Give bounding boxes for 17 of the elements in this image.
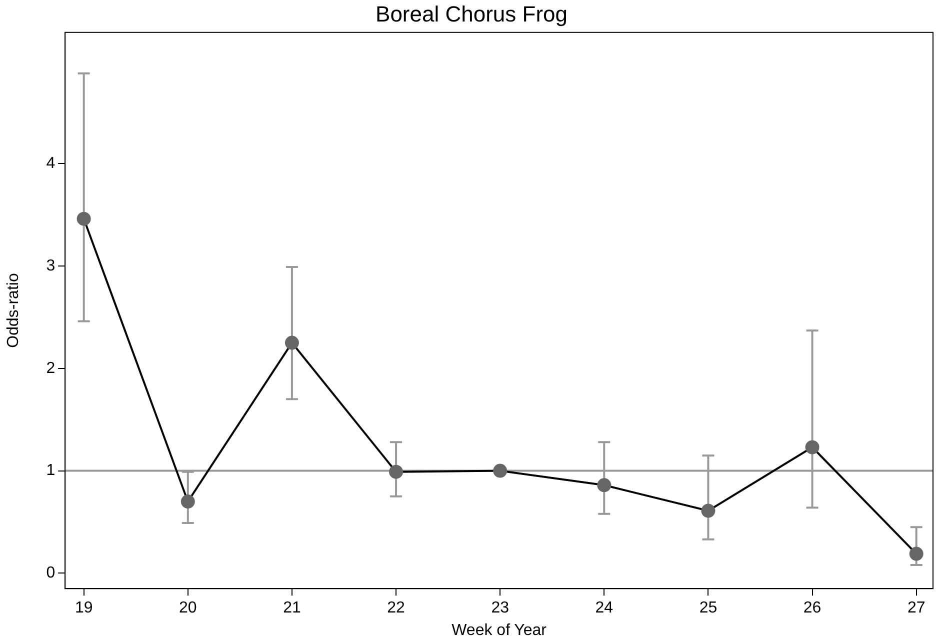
x-axis-title: Week of Year <box>452 622 548 639</box>
y-tick-label: 3 <box>46 257 56 274</box>
chart-title: Boreal Chorus Frog <box>376 1 568 26</box>
x-tick-label: 22 <box>387 600 406 617</box>
y-tick-label: 1 <box>46 462 56 480</box>
y-tick-label: 4 <box>46 154 56 172</box>
y-axis-title: Odds-ratio <box>5 273 22 348</box>
x-tick-label: 21 <box>283 600 301 617</box>
x-tick-label: 24 <box>595 600 614 617</box>
y-tick-label: 2 <box>46 360 56 377</box>
y-tick-label: 0 <box>46 564 56 582</box>
x-tick-label: 25 <box>699 600 718 617</box>
x-tick-label: 26 <box>803 600 822 617</box>
x-tick-label: 27 <box>907 600 926 617</box>
x-tick-label: 19 <box>74 600 93 617</box>
x-tick-label: 23 <box>491 600 510 617</box>
x-tick-label: 20 <box>178 600 197 617</box>
